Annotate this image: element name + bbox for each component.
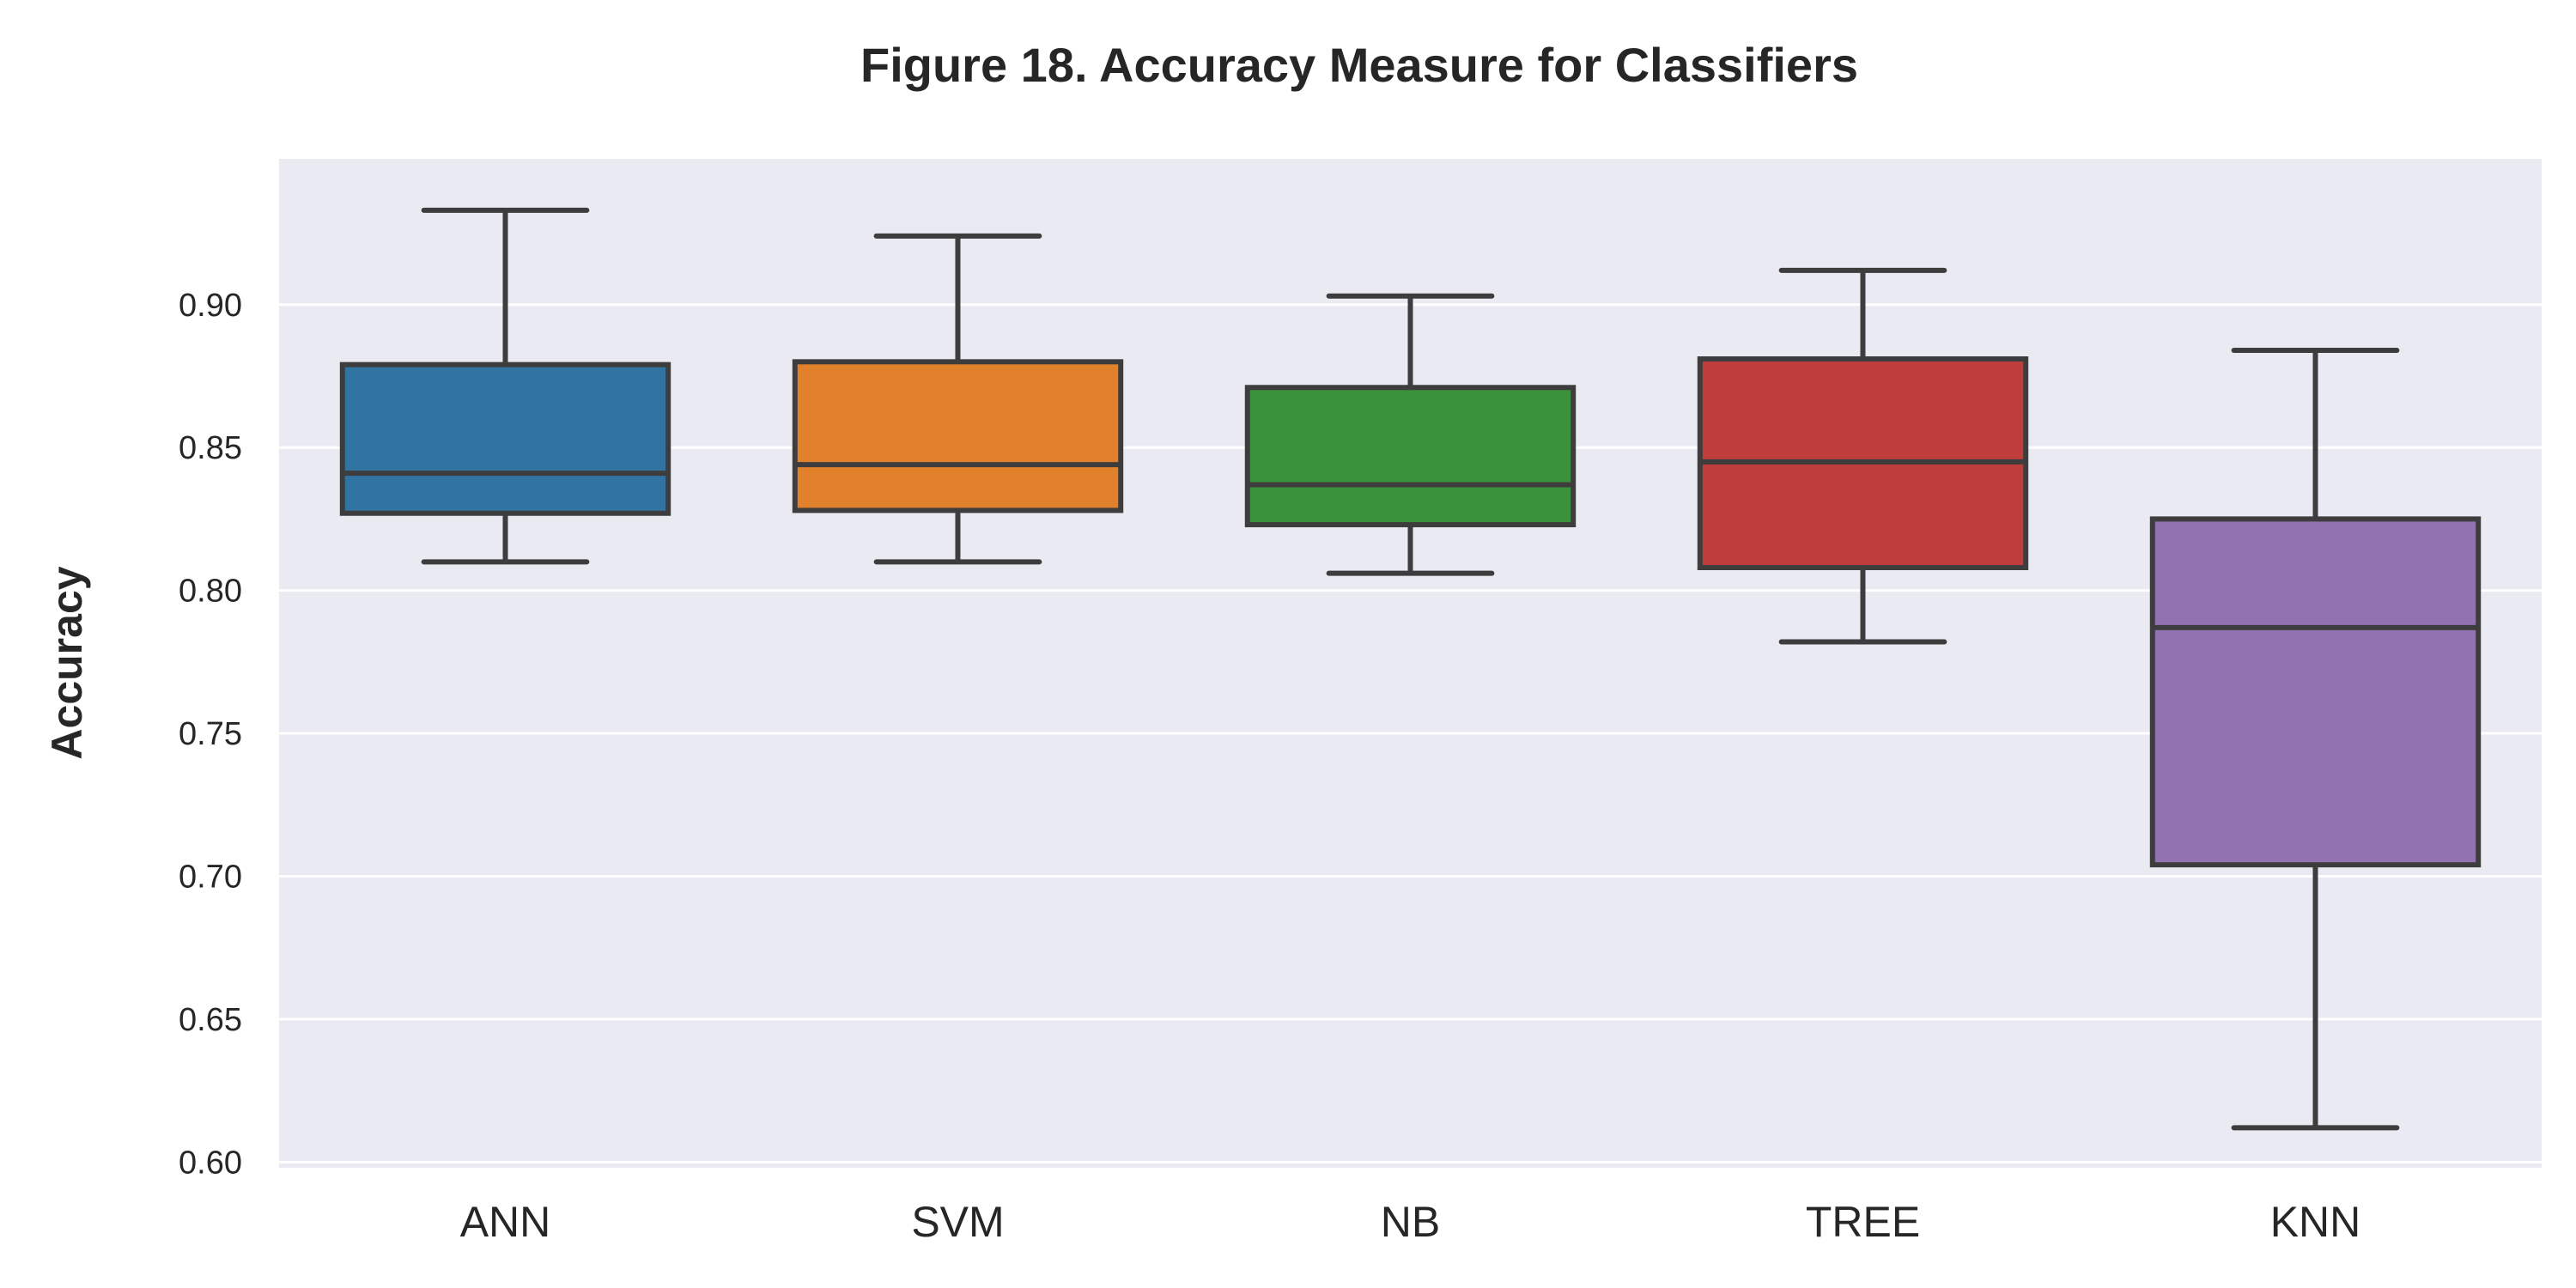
x-tick-label: ANN	[460, 1198, 551, 1246]
iqr-box	[2149, 516, 2482, 868]
x-tick-label: NB	[1381, 1198, 1440, 1246]
iqr-box	[339, 361, 671, 516]
x-tick-label: KNN	[2270, 1198, 2361, 1246]
box-ann	[339, 207, 671, 565]
x-axis-ticks: ANN SVM NB TREE KNN	[460, 1198, 2361, 1246]
x-tick-label: TREE	[1806, 1198, 1920, 1246]
y-tick-label: 0.80	[179, 574, 242, 610]
box-nb	[1244, 293, 1577, 576]
y-tick-label: 0.75	[179, 716, 242, 752]
y-tick-label: 0.60	[179, 1145, 242, 1181]
iqr-box	[1244, 385, 1577, 528]
box-svm	[792, 233, 1124, 565]
chart-title: Figure 18. Accuracy Measure for Classifi…	[860, 38, 1858, 92]
y-tick-label: 0.70	[179, 859, 242, 895]
box-tree	[1697, 267, 2029, 645]
boxes	[339, 207, 2482, 1131]
y-tick-label: 0.65	[179, 1002, 242, 1038]
y-axis-label: Accuracy	[43, 566, 91, 759]
iqr-box	[792, 359, 1124, 513]
y-axis-ticks: 0.60 0.65 0.70 0.75 0.80 0.85 0.90	[179, 288, 242, 1182]
y-tick-label: 0.90	[179, 288, 242, 324]
y-tick-label: 0.85	[179, 430, 242, 466]
box-knn	[2149, 348, 2482, 1131]
x-tick-label: SVM	[911, 1198, 1004, 1246]
